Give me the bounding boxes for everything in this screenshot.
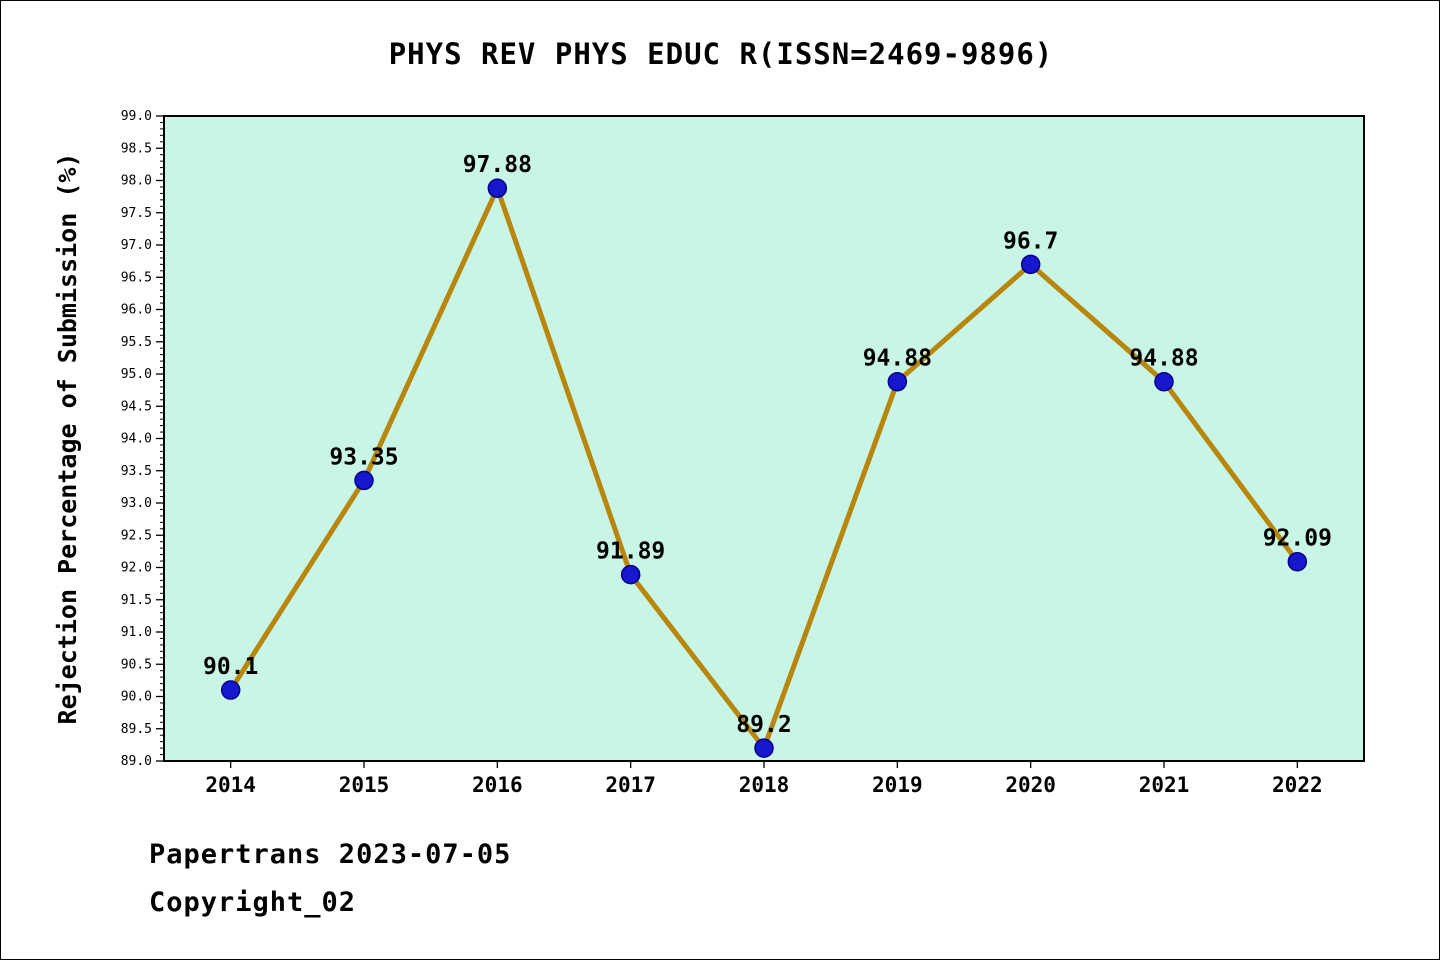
data-point-2020 (1020, 254, 1041, 275)
point-label-2015: 93.35 (329, 444, 398, 470)
y-tick-label: 96.5 (121, 270, 152, 285)
plot-border (163, 115, 1365, 762)
point-label-2019: 94.88 (863, 346, 932, 372)
x-tick-label: 2018 (739, 773, 790, 797)
data-point-2019 (887, 371, 908, 392)
y-tick-label: 89.5 (121, 722, 152, 737)
x-tick-label: 2017 (605, 773, 656, 797)
x-tick-label: 2022 (1272, 773, 1323, 797)
point-label-2017: 91.89 (596, 539, 665, 565)
data-point-2014 (220, 680, 241, 700)
data-point-2018 (754, 738, 774, 758)
x-tick-label: 2019 (872, 773, 923, 797)
x-tick-label: 2016 (472, 773, 523, 797)
x-tick-label: 2014 (205, 773, 256, 797)
x-tick-label: 2021 (1139, 773, 1190, 797)
footer-source-date: Papertrans 2023-07-05 (149, 839, 512, 870)
plot-area (164, 116, 1364, 761)
y-tick-label: 92.0 (121, 561, 152, 576)
chart-title: PHYS REV PHYS EDUC R(ISSN=2469-9896) (388, 37, 1054, 71)
y-tick-label: 93.5 (121, 464, 152, 479)
y-tick-label: 89.0 (121, 754, 152, 769)
data-point-2017 (620, 564, 641, 585)
y-tick-label: 95.0 (121, 367, 152, 382)
y-tick-label: 94.0 (121, 432, 152, 447)
y-tick-label: 97.0 (121, 238, 152, 253)
y-tick-label: 98.0 (121, 174, 152, 189)
y-tick-label: 96.0 (121, 303, 152, 318)
y-tick-label: 93.0 (121, 496, 152, 511)
point-label-2021: 94.88 (1129, 346, 1198, 372)
point-label-2022: 92.09 (1263, 526, 1332, 552)
point-label-2020: 96.7 (1003, 228, 1058, 254)
y-tick-label: 95.5 (121, 335, 152, 350)
y-tick-label: 91.5 (121, 593, 152, 608)
y-tick-label: 92.5 (121, 528, 152, 543)
point-label-2018: 89.2 (736, 712, 791, 738)
y-tick-label: 90.0 (121, 690, 152, 705)
y-axis-label: Rejection Percentage of Submission (%) (53, 153, 82, 725)
y-tick-label: 90.5 (121, 657, 152, 672)
y-tick-label: 91.0 (121, 625, 152, 640)
data-point-2015 (354, 470, 374, 491)
data-point-2022 (1287, 551, 1308, 572)
x-tick-label: 2015 (339, 773, 390, 797)
y-tick-label: 97.5 (121, 206, 152, 221)
x-tick-label: 2020 (1005, 773, 1056, 797)
data-point-2016 (487, 178, 508, 198)
footer-copyright: Copyright_02 (149, 887, 357, 918)
y-tick-label: 94.5 (121, 399, 152, 414)
y-tick-label: 98.5 (121, 141, 152, 156)
point-label-2014: 90.1 (203, 654, 258, 680)
data-point-2021 (1154, 371, 1174, 392)
point-label-2016: 97.88 (463, 152, 532, 178)
y-tick-label: 99.0 (121, 109, 152, 124)
